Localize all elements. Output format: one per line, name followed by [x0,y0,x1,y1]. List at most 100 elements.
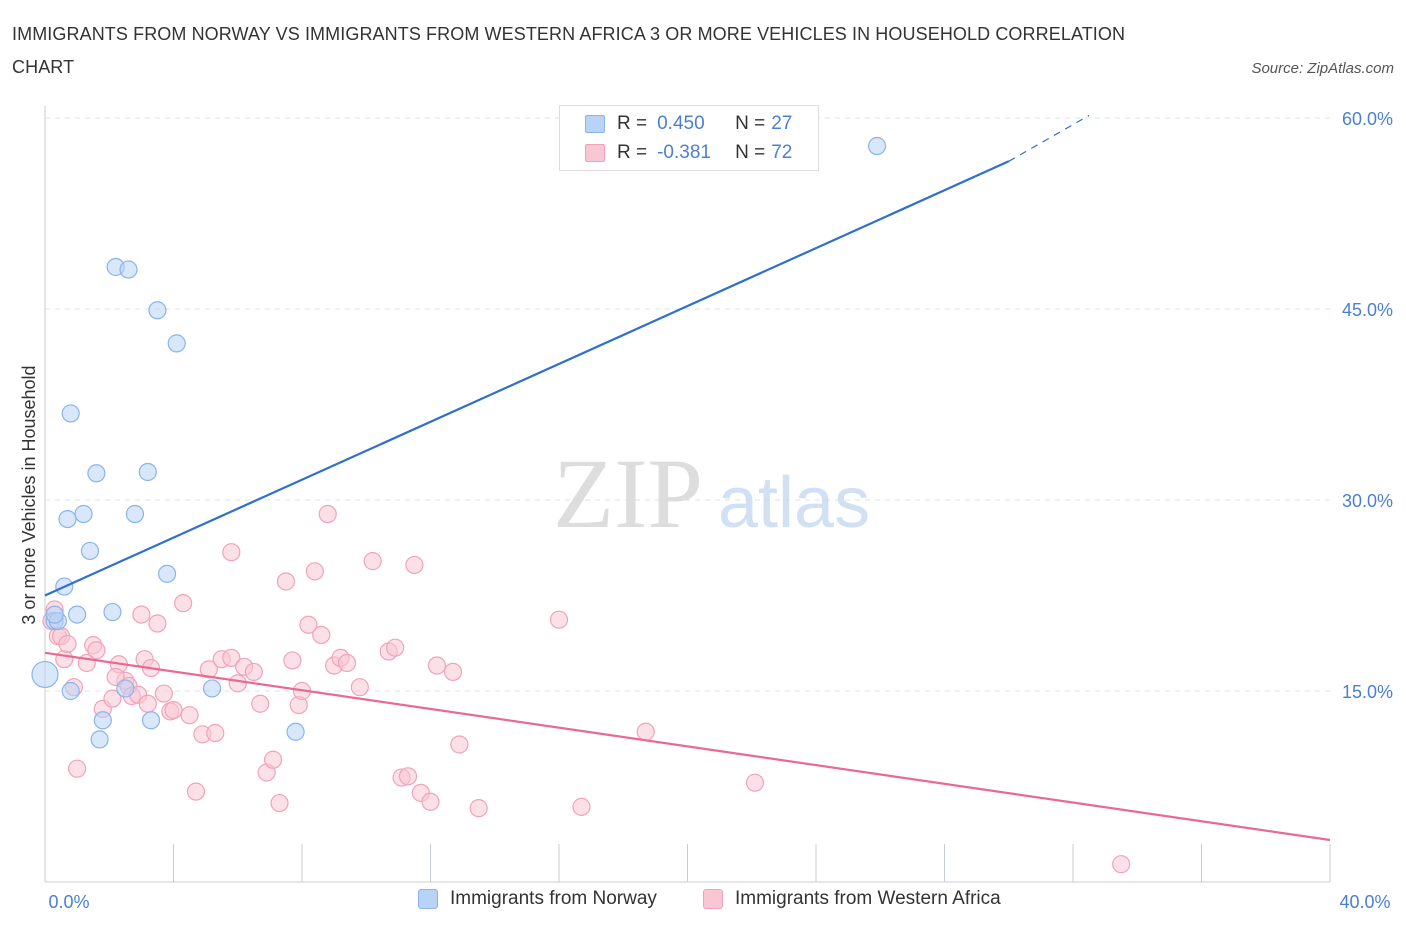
western-africa-point [222,648,241,667]
norway-point [31,660,59,689]
norway-point [61,681,80,701]
western-africa-point [469,799,488,818]
norway-point [167,334,186,353]
norway-point [93,711,112,730]
trendline-norway [44,160,1010,597]
western-africa-point [283,651,302,670]
western-africa-point [103,689,122,708]
norway-point [157,564,177,583]
norway-point [138,462,157,482]
western-africa-point [312,625,331,645]
western-africa-point [745,773,765,792]
norway-point [103,602,122,622]
norway-point [119,260,138,279]
trendline-western-africa [44,651,1331,842]
y-tick-label: 45.0% [1342,300,1393,320]
series-western-africa-points [42,504,1131,874]
watermark-zip: ZIP [553,438,703,549]
r-label: R = [617,142,648,163]
western-africa-point [305,562,324,581]
norway-point [141,711,161,730]
norway-point [80,541,100,561]
n-label: N = [735,142,766,163]
western-africa-point [276,572,296,591]
western-africa-point [572,797,591,816]
western-africa-swatch [585,144,605,162]
western-africa-point [55,650,74,669]
series-norway-points [31,136,887,749]
western-africa-point [363,552,382,571]
western-africa-point [398,767,418,786]
western-africa-point [154,684,173,703]
legend-swatch-norway [418,889,438,909]
trendline-norway-extension [1008,114,1090,162]
tick-labels: 15.0% 30.0% 45.0% 60.0% 0.0% 40.0% [48,109,1393,912]
watermark-atlas: atlas [718,463,870,543]
y-tick-label: 15.0% [1342,682,1393,702]
western-africa-point [386,638,405,657]
stats-row-norway: R = 0.450 N = 27 [560,109,792,139]
western-africa-point [405,555,424,575]
western-africa-point [421,792,440,811]
gridlines [45,117,1330,692]
source-credit: Source: ZipAtlas.com [1251,60,1394,77]
norway-point [87,464,106,483]
norway-point [74,504,93,524]
x-tick-label: 0.0% [48,892,89,912]
western-africa-point [164,700,183,720]
western-africa-point [174,594,193,613]
western-africa-point [58,634,77,653]
legend-swatch-western-africa [703,889,723,909]
western-africa-point [337,653,357,673]
legend-label-western-africa: Immigrants from Western Africa [735,888,1001,909]
legend-item-norway[interactable]: Immigrants from Norway [418,888,657,910]
trendlines [44,114,1331,842]
r-value: 0.450 [657,113,705,134]
chart-title: IMMIGRANTS FROM NORWAY VS IMMIGRANTS FRO… [12,24,1126,77]
western-africa-point [1112,855,1131,874]
western-africa-point [443,662,463,682]
norway-point [202,679,222,698]
r-label: R = [617,113,648,134]
western-africa-point [270,793,289,813]
r-value: -0.381 [657,142,711,163]
legend-item-western-africa[interactable]: Immigrants from Western Africa [703,888,1001,910]
n-value: 72 [771,142,793,163]
western-africa-point [199,660,218,679]
stats-legend: R = 0.450 N = 27 R = -0.381 N = 72 [559,105,819,171]
western-africa-point [148,614,167,633]
western-africa-point [87,641,106,660]
western-africa-point [180,706,199,725]
y-tick-label: 60.0% [1342,109,1393,129]
norway-point [58,509,77,529]
norway-point [867,136,887,156]
western-africa-point [132,605,151,624]
norway-point [286,722,305,741]
western-africa-point [299,615,318,634]
norway-point [68,605,87,624]
western-africa-point [222,543,241,562]
norway-point [125,504,145,524]
western-africa-point [138,694,157,713]
chart-legend: Immigrants from Norway Immigrants from W… [0,888,1406,918]
western-africa-point [636,722,655,741]
western-africa-point [186,782,206,801]
western-africa-point [549,610,569,629]
western-africa-point [206,723,225,743]
norway-point [90,730,109,749]
axes [44,106,1331,883]
western-africa-point [450,735,469,754]
n-label: N = [735,113,766,134]
legend-label-norway: Immigrants from Norway [450,888,657,909]
x-tick-label: 40.0% [1339,892,1390,912]
western-africa-point [427,656,447,675]
y-axis-label: 3 or more Vehicles in Household [19,365,39,624]
norway-point [61,404,80,423]
norway-point [148,301,167,320]
western-africa-point [350,678,369,697]
western-africa-point [68,759,87,778]
western-africa-point [251,694,270,713]
western-africa-point [318,504,337,524]
western-africa-point [244,662,263,682]
